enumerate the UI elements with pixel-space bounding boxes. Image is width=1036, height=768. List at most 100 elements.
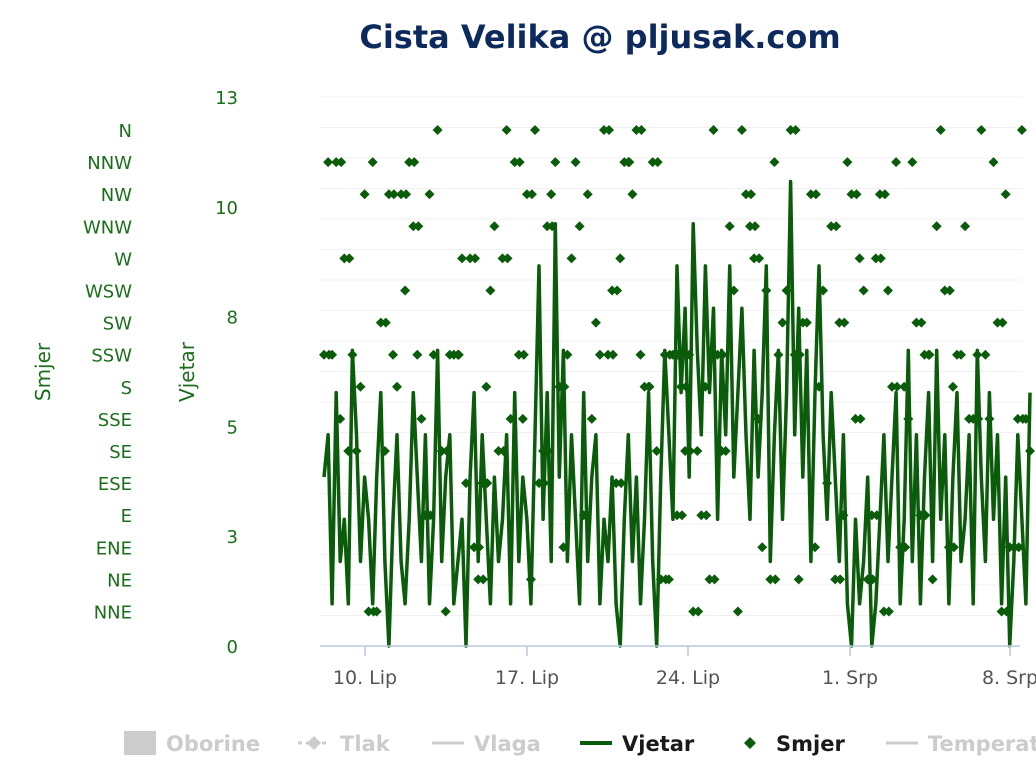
smjer-axis-labels: N NNW NW WNW W WSW SW SSW S SSE SE ESE E ENE NE NNE — [83, 121, 132, 624]
smjer-point — [851, 189, 862, 200]
smjer-point — [440, 606, 451, 617]
smjer-point — [693, 606, 704, 617]
smjer-tick-label: ENE — [96, 538, 132, 559]
legend-symbol — [744, 737, 756, 749]
vjetar-tick-label: 5 — [227, 417, 238, 438]
legend-item-tlak[interactable]: Tlak — [298, 732, 391, 756]
smjer-point — [927, 574, 938, 585]
smjer-point — [457, 253, 467, 264]
smjer-point — [526, 189, 537, 200]
smjer-point — [960, 221, 971, 232]
legend-item-vjetar[interactable]: Vjetar — [580, 732, 695, 756]
smjer-point — [732, 606, 743, 617]
smjer-point — [409, 157, 420, 168]
smjer-point — [956, 349, 966, 360]
smjer-point — [858, 285, 869, 296]
smjer-point — [355, 381, 366, 392]
x-tick-label: 8. Srp — [982, 667, 1036, 689]
smjer-tick-label: E — [121, 506, 132, 527]
legend-item-oborine[interactable]: Oborine — [124, 731, 260, 756]
smjer-point — [635, 349, 646, 360]
legend-symbol — [124, 731, 156, 755]
smjer-point — [855, 413, 866, 424]
smjer-point — [736, 125, 747, 135]
smjer-point — [594, 349, 605, 360]
smjer-point — [643, 381, 654, 392]
smjer-point — [651, 446, 662, 456]
smjer-point — [801, 317, 812, 328]
smjer-point — [709, 574, 720, 585]
smjer-point — [980, 349, 991, 360]
legend-label: Oborine — [166, 732, 260, 756]
smjer-point — [401, 189, 412, 200]
vjetar-axis-title: Vjetar — [175, 341, 199, 402]
smjer-point — [724, 221, 735, 232]
smjer-point — [875, 253, 886, 264]
smjer-point — [708, 125, 719, 135]
smjer-point — [400, 285, 411, 296]
smjer-point — [627, 189, 638, 200]
smjer-point — [546, 189, 557, 200]
smjer-tick-label: SE — [109, 442, 132, 463]
smjer-tick-label: SW — [103, 314, 132, 335]
legend-symbol — [307, 736, 321, 750]
smjer-tick-label: W — [114, 249, 132, 270]
smjer-point — [835, 574, 846, 585]
smjer-point — [367, 157, 378, 168]
vjetar-axis-labels: 13 10 8 5 3 0 — [215, 88, 238, 658]
vjetar-tick-label: 0 — [227, 637, 238, 658]
smjer-point — [923, 349, 934, 360]
smjer-point — [359, 189, 370, 200]
smjer-point — [935, 125, 946, 135]
legend-label: Temperat — [928, 732, 1036, 756]
smjer-point — [916, 317, 927, 328]
smjer-point — [432, 125, 443, 135]
legend-item-temperat[interactable]: Temperat — [886, 732, 1036, 756]
smjer-tick-label: WNW — [83, 217, 132, 238]
smjer-point — [392, 381, 402, 392]
vjetar-tick-label: 8 — [227, 308, 238, 329]
smjer-tick-label: NE — [107, 570, 132, 591]
x-tick-label: 17. Lip — [495, 667, 559, 689]
smjer-point — [413, 221, 424, 232]
smjer-point — [1013, 542, 1024, 553]
legend-label: Tlak — [340, 732, 391, 756]
legend-item-vlaga[interactable]: Vlaga — [432, 732, 541, 756]
smjer-point — [412, 349, 423, 360]
smjer-point — [883, 285, 893, 296]
smjer-point — [831, 221, 842, 232]
x-tick-label: 10. Lip — [333, 667, 397, 689]
smjer-tick-label: N — [119, 121, 132, 142]
smjer-point — [777, 317, 788, 328]
smjer-tick-label: WSW — [85, 282, 132, 303]
smjer-point — [323, 157, 334, 168]
smjer-point — [489, 221, 500, 232]
legend[interactable]: Oborine Tlak Vlaga Vjetar Smjer Temperat — [124, 731, 1036, 756]
smjer-point — [502, 253, 513, 264]
x-tick-label: 24. Lip — [656, 667, 720, 689]
smjer-point — [604, 125, 614, 135]
smjer-point — [623, 157, 634, 168]
smjer-point — [380, 317, 391, 328]
smjer-point — [371, 606, 382, 617]
smjer-point — [570, 157, 581, 168]
smjer-point — [416, 413, 427, 424]
smjer-tick-label: SSE — [98, 410, 132, 431]
smjer-axis-title: Smjer — [31, 342, 55, 401]
smjer-point — [388, 349, 398, 360]
smjer-point — [478, 574, 489, 585]
smjer-point — [652, 157, 663, 168]
x-tick-label: 1. Srp — [822, 667, 878, 689]
smjer-point — [566, 253, 577, 264]
smjer-point — [608, 349, 618, 360]
legend-label: Vlaga — [474, 732, 541, 756]
legend-item-smjer[interactable]: Smjer — [744, 732, 845, 756]
smjer-tick-label: NNW — [87, 153, 132, 174]
smjer-point — [514, 157, 525, 168]
smjer-point — [616, 478, 627, 489]
smjer-tick-label: NNE — [94, 603, 132, 624]
smjer-point — [988, 157, 999, 168]
smjer-point — [891, 157, 902, 168]
smjer-point — [518, 349, 529, 360]
